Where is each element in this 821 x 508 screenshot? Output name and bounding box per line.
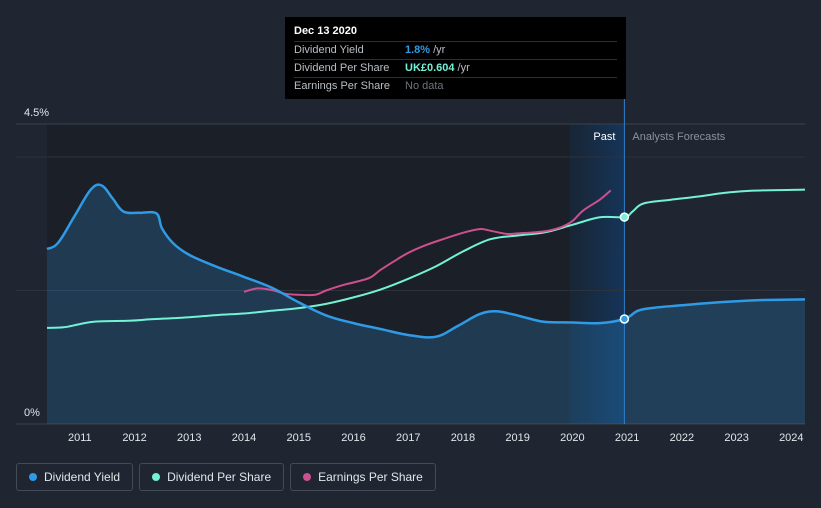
tooltip-label: Dividend Yield	[294, 44, 364, 56]
legend-dot-icon	[303, 473, 312, 481]
tooltip: Dec 13 2020 Dividend Yield 1.8% /yr Divi…	[285, 17, 626, 99]
past-region	[47, 124, 625, 424]
x-tick-label: 2014	[232, 432, 256, 444]
tooltip-row-eps: Earnings Per Share No data	[294, 77, 617, 95]
x-tick-label: 2011	[68, 432, 92, 444]
x-tick-label: 2023	[724, 432, 748, 444]
tooltip-value: UK£0.604	[405, 62, 455, 74]
tooltip-value: 1.8%	[405, 44, 431, 56]
legend-item-dividend-per-share[interactable]: Dividend Per Share	[139, 463, 285, 491]
x-tick-label: 2018	[451, 432, 475, 444]
legend-item-earnings-per-share[interactable]: Earnings Per Share	[290, 463, 436, 491]
x-tick-label: 2020	[560, 432, 584, 444]
tooltip-date: Dec 13 2020	[294, 25, 357, 37]
dividend-per-share-marker	[619, 212, 630, 222]
legend-label: Earnings Per Share	[318, 470, 423, 484]
tooltip-row-yield: Dividend Yield 1.8% /yr	[294, 41, 617, 59]
legend-item-dividend-yield[interactable]: Dividend Yield	[16, 463, 134, 491]
x-tick-label: 2015	[287, 432, 311, 444]
legend-dot-icon	[29, 473, 37, 481]
dividend-per-share-line	[46, 188, 806, 329]
tooltip-unit: /yr	[433, 44, 446, 56]
tooltip-value: No data	[405, 80, 444, 92]
forecast-label: Analysts Forecasts	[632, 131, 725, 143]
dividend-yield-area	[47, 184, 805, 424]
legend-dot-icon	[152, 473, 161, 481]
tooltip-highlight-band	[569, 124, 625, 424]
dividend-yield-line	[46, 183, 806, 339]
x-tick-label: 2013	[177, 432, 201, 444]
x-tick-label: 2012	[122, 432, 146, 444]
past-label: Past	[593, 131, 615, 143]
x-tick-label: 2019	[505, 432, 529, 444]
y-tick-label: 0%	[24, 407, 40, 419]
tooltip-label: Dividend Per Share	[294, 62, 390, 74]
legend-label: Dividend Yield	[44, 470, 121, 484]
tooltip-label: Earnings Per Share	[294, 80, 390, 92]
tooltip-unit: /yr	[457, 62, 470, 74]
dividend-yield-marker	[619, 314, 630, 324]
x-tick-label: 2021	[615, 432, 639, 444]
x-tick-label: 2022	[670, 432, 694, 444]
legend: Dividend Yield Dividend Per Share Earnin…	[16, 463, 436, 491]
legend-label: Dividend Per Share	[167, 470, 272, 484]
x-tick-label: 2016	[341, 432, 365, 444]
earnings-per-share-line	[243, 189, 612, 297]
x-tick-label: 2017	[396, 432, 420, 444]
y-tick-label: 4.5%	[24, 107, 49, 119]
tooltip-row-dps: Dividend Per Share UK£0.604 /yr	[294, 59, 617, 77]
x-tick-label: 2024	[779, 432, 803, 444]
